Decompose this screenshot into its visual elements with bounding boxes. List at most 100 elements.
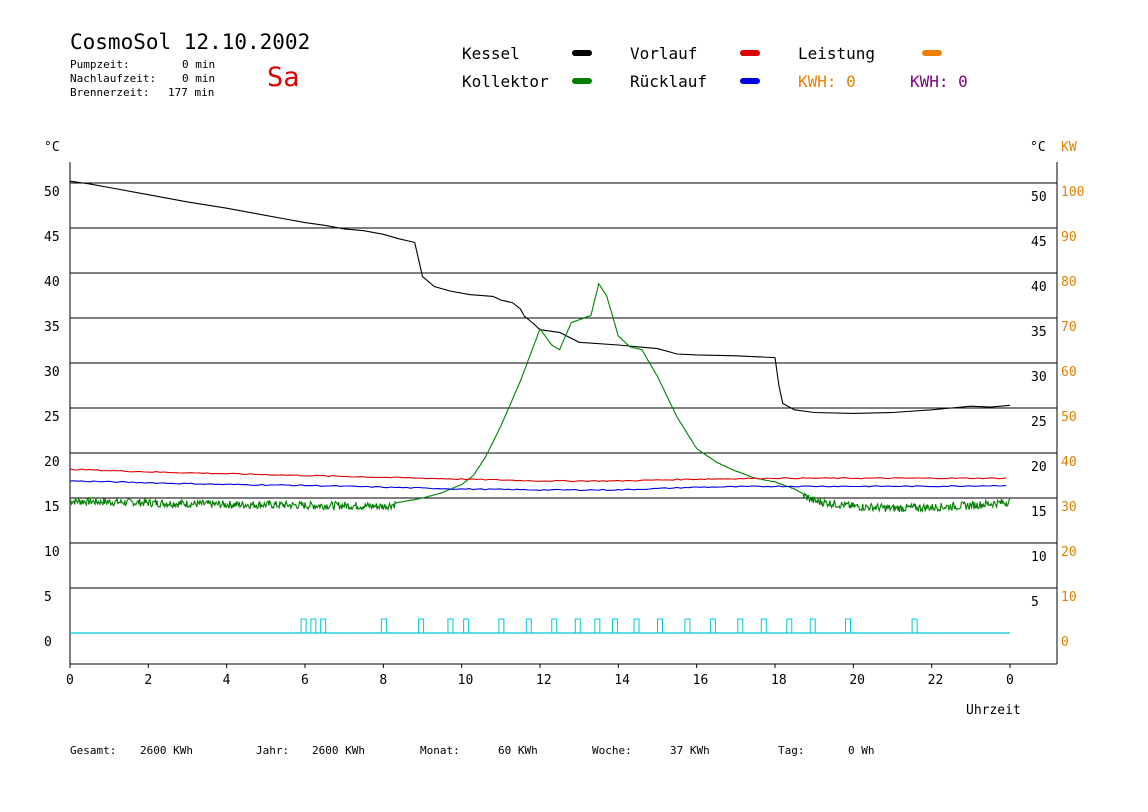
- footer-jahr-label: Jahr:: [256, 744, 290, 757]
- brennerzeit-value: 177 min: [168, 86, 215, 99]
- x-tick-label: 0: [66, 673, 74, 688]
- pump-event: [310, 618, 317, 634]
- pump-event: [760, 618, 767, 634]
- pump-event: [551, 618, 558, 634]
- series-vorlauf: [69, 468, 1007, 482]
- y-tick-left: 25: [44, 410, 60, 425]
- pumpzeit-label: Pumpzeit:: [70, 58, 130, 71]
- y-tick-kw: 10: [1061, 590, 1077, 605]
- legend-kollektor-swatch: [572, 78, 592, 84]
- legend-leistung: Leistung: [798, 44, 876, 63]
- y-tick-left: 20: [44, 455, 60, 470]
- pumpzeit-value: 0 min: [182, 58, 216, 71]
- series-kollektor: [69, 282, 1011, 513]
- legend-vorlauf-swatch: [740, 50, 760, 56]
- pump-event: [684, 618, 691, 634]
- y-tick-right: 45: [1031, 235, 1047, 250]
- footer-tag-label: Tag:: [778, 744, 805, 757]
- pump-event: [594, 618, 601, 634]
- pump-event: [380, 618, 387, 634]
- legend-ruecklauf: Rücklauf: [630, 72, 708, 91]
- y-tick-right: 25: [1031, 415, 1047, 430]
- chart-series: [69, 180, 1011, 513]
- series-kessel: [69, 180, 1011, 414]
- y-tick-left: 10: [44, 545, 60, 560]
- footer-monat-value: 60 KWh: [498, 744, 538, 757]
- x-tick-label: 4: [223, 673, 231, 688]
- chart-axes: [69, 162, 1058, 665]
- footer-tag-value: 0 Wh: [848, 744, 875, 757]
- y-tick-left: 15: [44, 500, 60, 515]
- footer-monat-label: Monat:: [420, 744, 460, 757]
- x-tick-label: 2: [144, 673, 152, 688]
- x-tick-label: 8: [379, 673, 387, 688]
- legend-vorlauf: Vorlauf: [630, 44, 698, 63]
- footer-gesamt-label: Gesamt:: [70, 744, 117, 757]
- chart-title: CosmoSol 12.10.2002: [70, 30, 311, 54]
- x-tick-label: 20: [849, 673, 865, 688]
- pump-events: [70, 618, 1010, 634]
- legend-ruecklauf-swatch: [740, 78, 760, 84]
- y-tick-kw: 60: [1061, 365, 1077, 380]
- legend-kessel: Kessel: [462, 44, 520, 63]
- nachlaufzeit-value: 0 min: [182, 72, 216, 85]
- y-tick-right: 20: [1031, 460, 1047, 475]
- pump-event: [574, 618, 581, 634]
- x-axis-label: Uhrzeit: [966, 703, 1021, 718]
- legend-kollektor: Kollektor: [462, 72, 549, 91]
- y-tick-left: 5: [44, 590, 52, 605]
- y-tick-right: 30: [1031, 370, 1047, 385]
- legend-kessel-swatch: [572, 50, 592, 56]
- weekday: Sa: [267, 62, 300, 93]
- y-tick-kw: 40: [1061, 455, 1077, 470]
- pump-event: [525, 618, 532, 634]
- y-tick-right: 15: [1031, 505, 1047, 520]
- chart-ticks: 0510152025303540455051015202530354045500…: [44, 185, 1084, 688]
- pump-event: [447, 618, 454, 634]
- pump-event: [463, 618, 470, 634]
- y-tick-left: 35: [44, 320, 60, 335]
- y-tick-right: 50: [1031, 190, 1047, 205]
- x-tick-label: 22: [928, 673, 944, 688]
- y-tick-kw: 0: [1061, 635, 1069, 650]
- y-tick-kw: 70: [1061, 320, 1077, 335]
- y-tick-left: 0: [44, 635, 52, 650]
- pump-event: [845, 618, 851, 634]
- pump-event: [418, 618, 425, 634]
- legend-kwh-purple: KWH: 0: [910, 72, 968, 91]
- y-tick-right: 10: [1031, 550, 1047, 565]
- x-tick-label: 18: [771, 673, 787, 688]
- y-tick-kw: 90: [1061, 230, 1077, 245]
- pump-event: [633, 618, 640, 634]
- footer-woche-value: 37 KWh: [670, 744, 710, 757]
- x-tick-label: 0: [1006, 673, 1014, 688]
- pump-event: [737, 618, 744, 634]
- pump-event: [911, 618, 918, 634]
- y-axis-label-right: °C: [1030, 140, 1046, 155]
- series-ruecklauf: [69, 480, 1007, 491]
- pump-event: [657, 618, 663, 634]
- y-tick-kw: 20: [1061, 545, 1077, 560]
- chart-grid: [70, 182, 1057, 589]
- footer-woche-label: Woche:: [592, 744, 632, 757]
- pump-event: [300, 618, 307, 634]
- y-tick-left: 50: [44, 185, 60, 200]
- pump-event: [611, 618, 618, 634]
- y-axis-label-kw: KW: [1061, 140, 1077, 155]
- y-axis-label-left: °C: [44, 140, 60, 155]
- pump-event: [809, 618, 816, 634]
- pump-event: [320, 618, 327, 634]
- footer-jahr-value: 2600 KWh: [312, 744, 365, 757]
- footer-gesamt-value: 2600 KWh: [140, 744, 193, 757]
- y-tick-kw: 30: [1061, 500, 1077, 515]
- x-tick-label: 16: [693, 673, 709, 688]
- brennerzeit-label: Brennerzeit:: [70, 86, 150, 99]
- x-tick-label: 12: [536, 673, 552, 688]
- legend-kwh-orange: KWH: 0: [798, 72, 856, 91]
- legend-leistung-swatch: [922, 50, 942, 56]
- y-tick-left: 30: [44, 365, 60, 380]
- y-tick-left: 45: [44, 230, 60, 245]
- y-tick-right: 5: [1031, 595, 1039, 610]
- y-tick-right: 40: [1031, 280, 1047, 295]
